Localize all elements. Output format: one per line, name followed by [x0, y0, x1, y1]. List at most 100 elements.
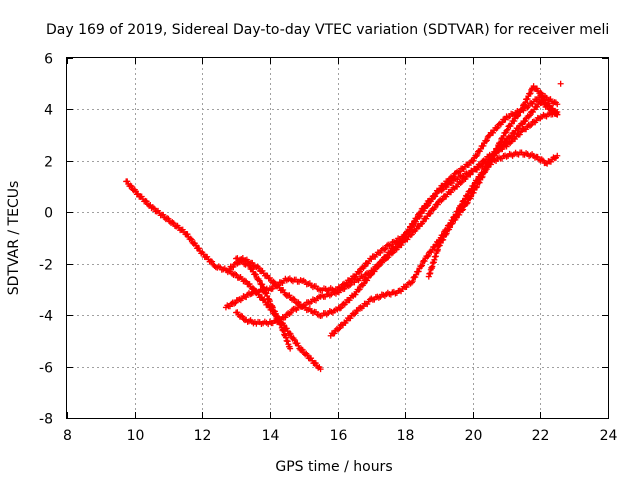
- data-point: [312, 360, 319, 367]
- data-point: [290, 295, 297, 302]
- data-point: [351, 311, 358, 318]
- data-point: [511, 117, 518, 124]
- data-point: [286, 330, 293, 337]
- data-point: [518, 106, 525, 113]
- data-point: [410, 221, 417, 228]
- data-point: [184, 231, 191, 238]
- data-point: [478, 174, 485, 181]
- x-tick-label: 22: [532, 428, 550, 444]
- data-point: [385, 254, 392, 261]
- data-point: [135, 190, 142, 197]
- data-point: [291, 336, 298, 343]
- data-point: [415, 268, 422, 275]
- data-point: [355, 286, 362, 293]
- data-point: [445, 178, 452, 185]
- data-point: [239, 313, 246, 320]
- data-point: [424, 253, 431, 260]
- data-point: [427, 210, 434, 217]
- data-point: [458, 178, 465, 185]
- data-point: [424, 203, 431, 210]
- y-tick-label: 0: [44, 206, 53, 222]
- y-tick-label: 2: [44, 155, 53, 171]
- data-point: [336, 325, 343, 332]
- data-point: [473, 166, 480, 173]
- data-point: [504, 126, 511, 133]
- data-point: [417, 213, 424, 220]
- data-point: [538, 90, 545, 97]
- data-point: [431, 204, 438, 211]
- data-point: [537, 89, 544, 96]
- y-tick-label: -8: [39, 412, 53, 428]
- data-point: [459, 207, 466, 214]
- data-point: [286, 292, 293, 299]
- data-point: [443, 230, 450, 237]
- data-point: [467, 171, 474, 178]
- data-point: [151, 205, 158, 212]
- x-tick-label: 10: [127, 428, 145, 444]
- data-point: [280, 287, 287, 294]
- data-point: [361, 263, 368, 270]
- data-point: [408, 231, 415, 238]
- data-point: [124, 178, 131, 185]
- data-point: [419, 262, 426, 269]
- x-tick-label: 16: [330, 428, 348, 444]
- data-point: [476, 179, 483, 186]
- data-point: [255, 264, 262, 271]
- data-point: [246, 281, 253, 288]
- data-point: [352, 291, 359, 298]
- y-tick-label: -6: [39, 361, 53, 377]
- data-point: [338, 304, 345, 311]
- data-point: [252, 271, 259, 278]
- data-point: [263, 290, 270, 297]
- data-point: [424, 202, 431, 209]
- data-point: [384, 255, 391, 262]
- data-point: [356, 286, 363, 293]
- data-point: [165, 215, 172, 222]
- data-point: [457, 179, 464, 186]
- data-point: [533, 85, 540, 92]
- data-point: [522, 117, 529, 124]
- data-point: [291, 305, 298, 312]
- data-point: [503, 143, 510, 150]
- data-point: [455, 169, 462, 176]
- data-point: [379, 259, 386, 266]
- data-point: [524, 96, 531, 102]
- data-point: [272, 310, 279, 317]
- data-point: [478, 161, 485, 168]
- x-tick-label: 8: [63, 428, 72, 444]
- data-point: [499, 119, 506, 126]
- data-point: [304, 352, 311, 359]
- data-point: [381, 246, 388, 253]
- data-point: [446, 224, 453, 231]
- data-point: [413, 218, 420, 225]
- data-point: [409, 278, 416, 285]
- isolated-data-point: [557, 80, 564, 87]
- y-tick-label: 6: [44, 52, 53, 68]
- x-tick-label: 24: [600, 428, 618, 444]
- data-point: [439, 196, 446, 203]
- data-point: [456, 168, 463, 175]
- data-point: [421, 258, 428, 265]
- data-point: [347, 315, 354, 322]
- data-point: [425, 252, 432, 259]
- data-point: [463, 200, 470, 207]
- data-point: [448, 180, 455, 187]
- data-point: [494, 124, 501, 131]
- data-point: [515, 112, 522, 119]
- data-point: [251, 271, 258, 278]
- data-point: [170, 220, 177, 227]
- data-point: [522, 99, 529, 106]
- data-point: [449, 220, 456, 227]
- data-point: [470, 157, 477, 164]
- data-point: [490, 129, 497, 136]
- data-point: [196, 245, 203, 252]
- data-point: [442, 231, 449, 238]
- data-point: [336, 305, 343, 312]
- data-point: [388, 250, 395, 257]
- data-point: [468, 193, 475, 200]
- data-point: [514, 113, 521, 120]
- data-point: [494, 145, 501, 152]
- data-point: [287, 330, 294, 337]
- data-point: [295, 342, 302, 349]
- data-point: [554, 109, 561, 115]
